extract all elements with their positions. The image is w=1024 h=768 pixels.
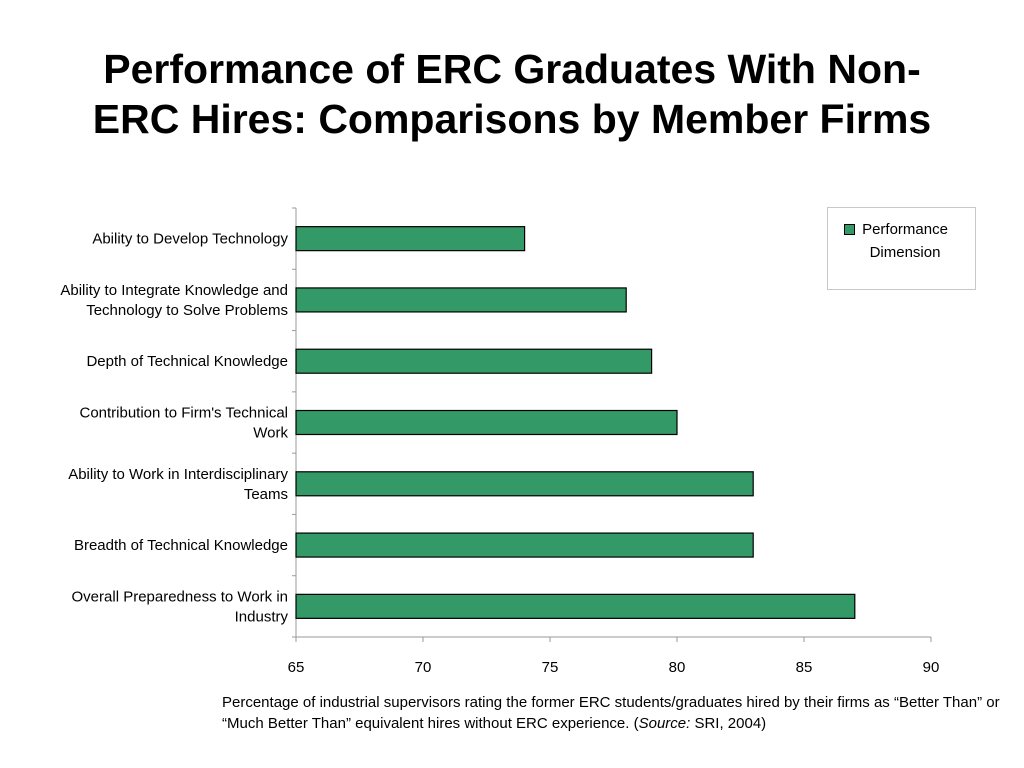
bar xyxy=(295,471,754,497)
category-label: Ability to Develop Technology xyxy=(92,231,288,248)
slide-title-line-2: ERC Hires: Comparisons by Member Firms xyxy=(92,96,932,142)
slide-title: Performance of ERC Graduates With Non- E… xyxy=(0,44,1024,144)
bar xyxy=(295,532,754,558)
x-tick-label: 75 xyxy=(542,659,559,676)
x-tick-label: 85 xyxy=(796,659,813,676)
legend-label: Performance Dimension xyxy=(862,221,948,261)
bar xyxy=(295,593,856,619)
category-label: Contribution to Firm's Technical Work xyxy=(79,405,288,442)
category-label: Overall Preparedness to Work in Industry xyxy=(72,588,289,625)
slide-title-line-1: Performance of ERC Graduates With Non- xyxy=(103,46,921,92)
x-tick-label: 90 xyxy=(923,659,940,676)
footnote-source-text: SRI, 2004) xyxy=(690,715,767,732)
legend-swatch-icon xyxy=(844,224,855,235)
category-label: Depth of Technical Knowledge xyxy=(86,353,288,370)
category-label: Ability to Integrate Knowledge and Techno… xyxy=(60,282,288,319)
category-label: Ability to Work in Interdisciplinary Team… xyxy=(68,466,288,503)
chart-footnote: Percentage of industrial supervisors rat… xyxy=(222,692,1002,734)
bar xyxy=(295,226,526,252)
footnote-source-label: Source: xyxy=(638,715,691,732)
category-label: Breadth of Technical Knowledge xyxy=(74,537,288,554)
footnote-text: Percentage of industrial supervisors rat… xyxy=(222,694,1000,732)
chart-legend: Performance Dimension xyxy=(827,207,976,290)
bar xyxy=(295,409,678,436)
bar xyxy=(295,348,653,374)
x-tick-label: 70 xyxy=(415,659,432,676)
x-tick-label: 65 xyxy=(288,659,305,676)
bar xyxy=(295,287,627,313)
x-tick-label: 80 xyxy=(669,659,686,676)
